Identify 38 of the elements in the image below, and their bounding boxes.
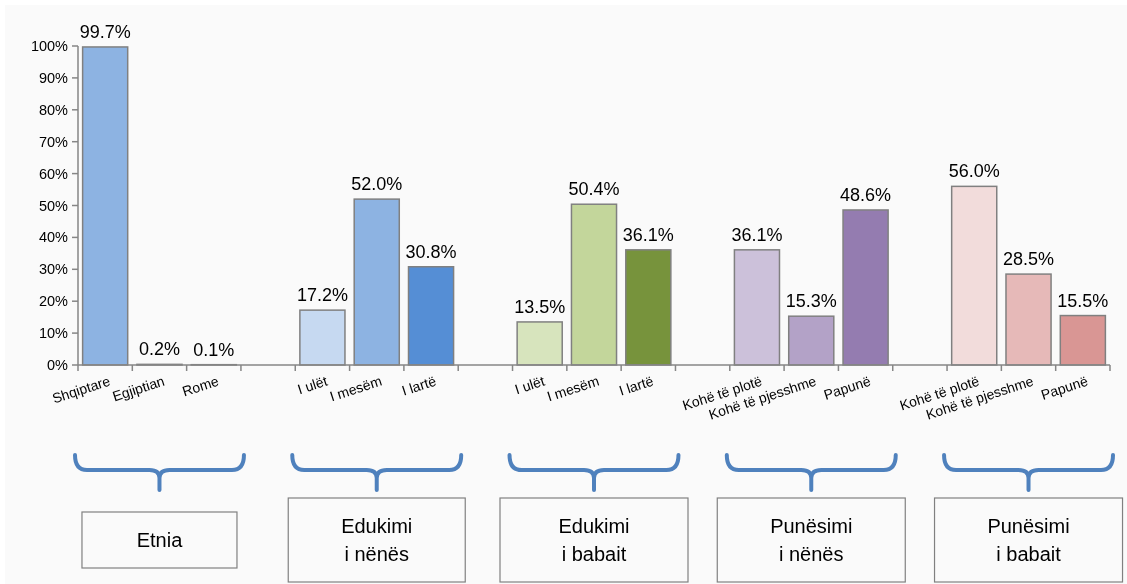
data-label: 15.5% — [1057, 290, 1109, 311]
data-label: 0.1% — [193, 339, 235, 360]
y-tick-label: 60% — [38, 165, 69, 182]
x-tick-label: I mesëm — [327, 372, 384, 405]
x-tick-label: Egjiptian — [110, 372, 167, 405]
data-label: 50.4% — [568, 179, 620, 200]
data-label: 99.7% — [79, 21, 131, 42]
y-tick-label: 10% — [38, 325, 69, 342]
data-label: 13.5% — [514, 296, 566, 317]
x-tick-label: I lartë — [617, 372, 656, 399]
data-label: 28.5% — [1003, 249, 1055, 270]
y-tick-label: 90% — [38, 69, 69, 86]
text: Punësimi i babait — [987, 515, 1070, 565]
y-tick-label: 100% — [30, 38, 69, 55]
y-tick-label: 50% — [38, 197, 69, 214]
data-label: 30.8% — [405, 241, 457, 262]
data-label: 56.0% — [948, 161, 1000, 182]
data-label: 52.0% — [351, 174, 403, 195]
text: Etnia — [136, 529, 184, 551]
data-label: 36.1% — [731, 224, 783, 245]
x-tick-label: I ulët — [512, 372, 547, 398]
data-label: 0.2% — [138, 339, 180, 360]
y-tick-label: 40% — [38, 229, 69, 246]
x-tick-label: I lartë — [399, 372, 439, 399]
data-label: 48.6% — [840, 184, 892, 205]
x-tick-label: I ulët — [295, 372, 330, 398]
data-label: 17.2% — [296, 285, 348, 306]
x-tick-label: Rome — [180, 372, 221, 400]
y-tick-label: 30% — [38, 261, 69, 278]
y-tick-label: 80% — [38, 101, 69, 118]
text: Edukimi i babait — [558, 515, 630, 565]
text: Edukimi i nënës — [341, 515, 413, 565]
y-tick-label: 20% — [38, 293, 69, 310]
text: Punësimi i nënës — [770, 515, 853, 565]
data-label: 36.1% — [622, 224, 674, 245]
data-label: 15.3% — [785, 291, 837, 312]
y-tick-label: 70% — [38, 133, 69, 150]
y-tick-label: 0% — [47, 357, 69, 374]
